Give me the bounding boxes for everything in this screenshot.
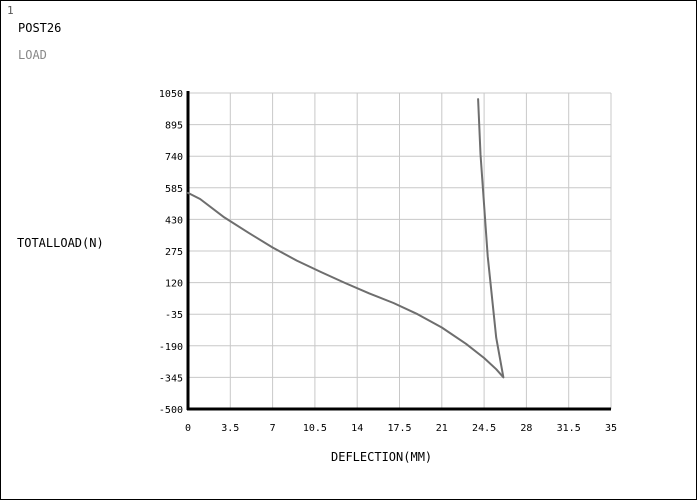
y-tick-label: -500 (159, 405, 183, 416)
y-tick-label: 895 (165, 121, 183, 132)
x-tick-label: 17.5 (387, 423, 411, 434)
y-tick-label: -345 (159, 373, 183, 384)
y-tick-label: 585 (165, 184, 183, 195)
x-tick-label: 14 (351, 423, 363, 434)
x-tick-label: 3.5 (221, 423, 239, 434)
program-label: POST26 (18, 21, 62, 35)
x-tick-label: 10.5 (303, 423, 327, 434)
x-tick-label: 7 (270, 423, 276, 434)
x-tick-label: 21 (436, 423, 448, 434)
x-axis-label: DEFLECTION(MM) (331, 450, 433, 464)
window-number: 1 (7, 4, 14, 17)
series-layer (187, 98, 505, 379)
y-tick-label: 740 (165, 152, 183, 163)
x-tick-label: 28 (520, 423, 532, 434)
y-tick-label: 430 (165, 215, 183, 226)
x-tick-label: 24.5 (472, 423, 496, 434)
x-tick-label: 31.5 (557, 423, 581, 434)
series-line-0 (187, 98, 505, 379)
axes (186, 91, 611, 411)
y-tick-label: 275 (165, 247, 183, 258)
x-tick-label: 35 (605, 423, 617, 434)
grid-lines (187, 92, 612, 410)
plot-subtitle: LOAD (18, 48, 47, 62)
tick-labels: 0 3.5 7 10.5 14 17.5 21 24.5 28 31.5 35 1050 895 740 5… (159, 89, 617, 434)
y-tick-label: 1050 (159, 89, 183, 100)
x-tick-label: 0 (185, 423, 191, 434)
y-axis-label: TOTALLOAD(N) (17, 236, 104, 250)
y-tick-label: -190 (159, 342, 183, 353)
y-tick-label: -35 (165, 310, 183, 321)
y-tick-label: 120 (165, 279, 183, 290)
